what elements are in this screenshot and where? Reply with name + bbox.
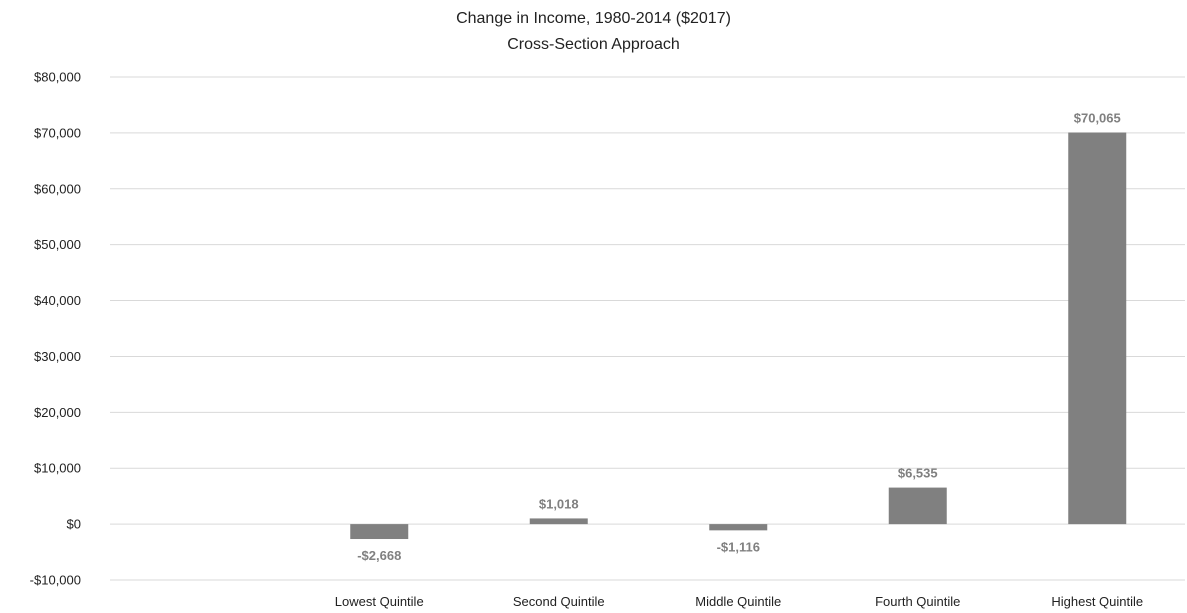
bar-data-label: -$2,668 (357, 548, 401, 563)
bar (350, 524, 409, 540)
bar-data-label: -$1,116 (717, 539, 760, 554)
bar-data-label: $1,018 (539, 496, 579, 511)
y-tick-label: $10,000 (34, 461, 81, 476)
x-axis-category-labels: Lowest Quintile Second Quintile Middle Qui… (335, 594, 1143, 609)
x-category-label: Fourth Quintile (875, 594, 960, 609)
data-labels: -$2,668 $1,018 -$1,116 $6,535 $70,065 (357, 111, 1121, 563)
x-category-label: Lowest Quintile (335, 594, 424, 609)
bars (350, 132, 1127, 540)
x-category-label: Second Quintile (513, 594, 605, 609)
bar-data-label: $70,065 (1074, 111, 1121, 126)
bar (529, 518, 588, 525)
y-tick-label: $20,000 (34, 405, 81, 420)
y-axis-tick-labels: -$10,000 $0 $10,000 $20,000 $30,000 $40,000 $5… (30, 70, 81, 588)
bar (709, 524, 768, 531)
y-tick-label: $50,000 (34, 237, 81, 252)
bar (888, 487, 947, 525)
y-tick-label: $30,000 (34, 349, 81, 364)
chart-title: Change in Income, 1980-2014 ($2017) (456, 10, 731, 27)
bar (1068, 132, 1127, 525)
y-tick-label: $80,000 (34, 70, 81, 85)
chart-subtitle: Cross-Section Approach (507, 36, 680, 53)
y-tick-label: $70,000 (34, 125, 81, 140)
gridlines (110, 76, 1185, 581)
y-tick-label: $0 (67, 517, 81, 532)
y-tick-label: $40,000 (34, 293, 81, 308)
x-category-label: Highest Quintile (1051, 594, 1143, 609)
y-tick-label: $60,000 (34, 181, 81, 196)
x-category-label: Middle Quintile (695, 594, 781, 609)
bar-data-label: $6,535 (898, 466, 938, 481)
y-tick-label: -$10,000 (30, 573, 81, 588)
